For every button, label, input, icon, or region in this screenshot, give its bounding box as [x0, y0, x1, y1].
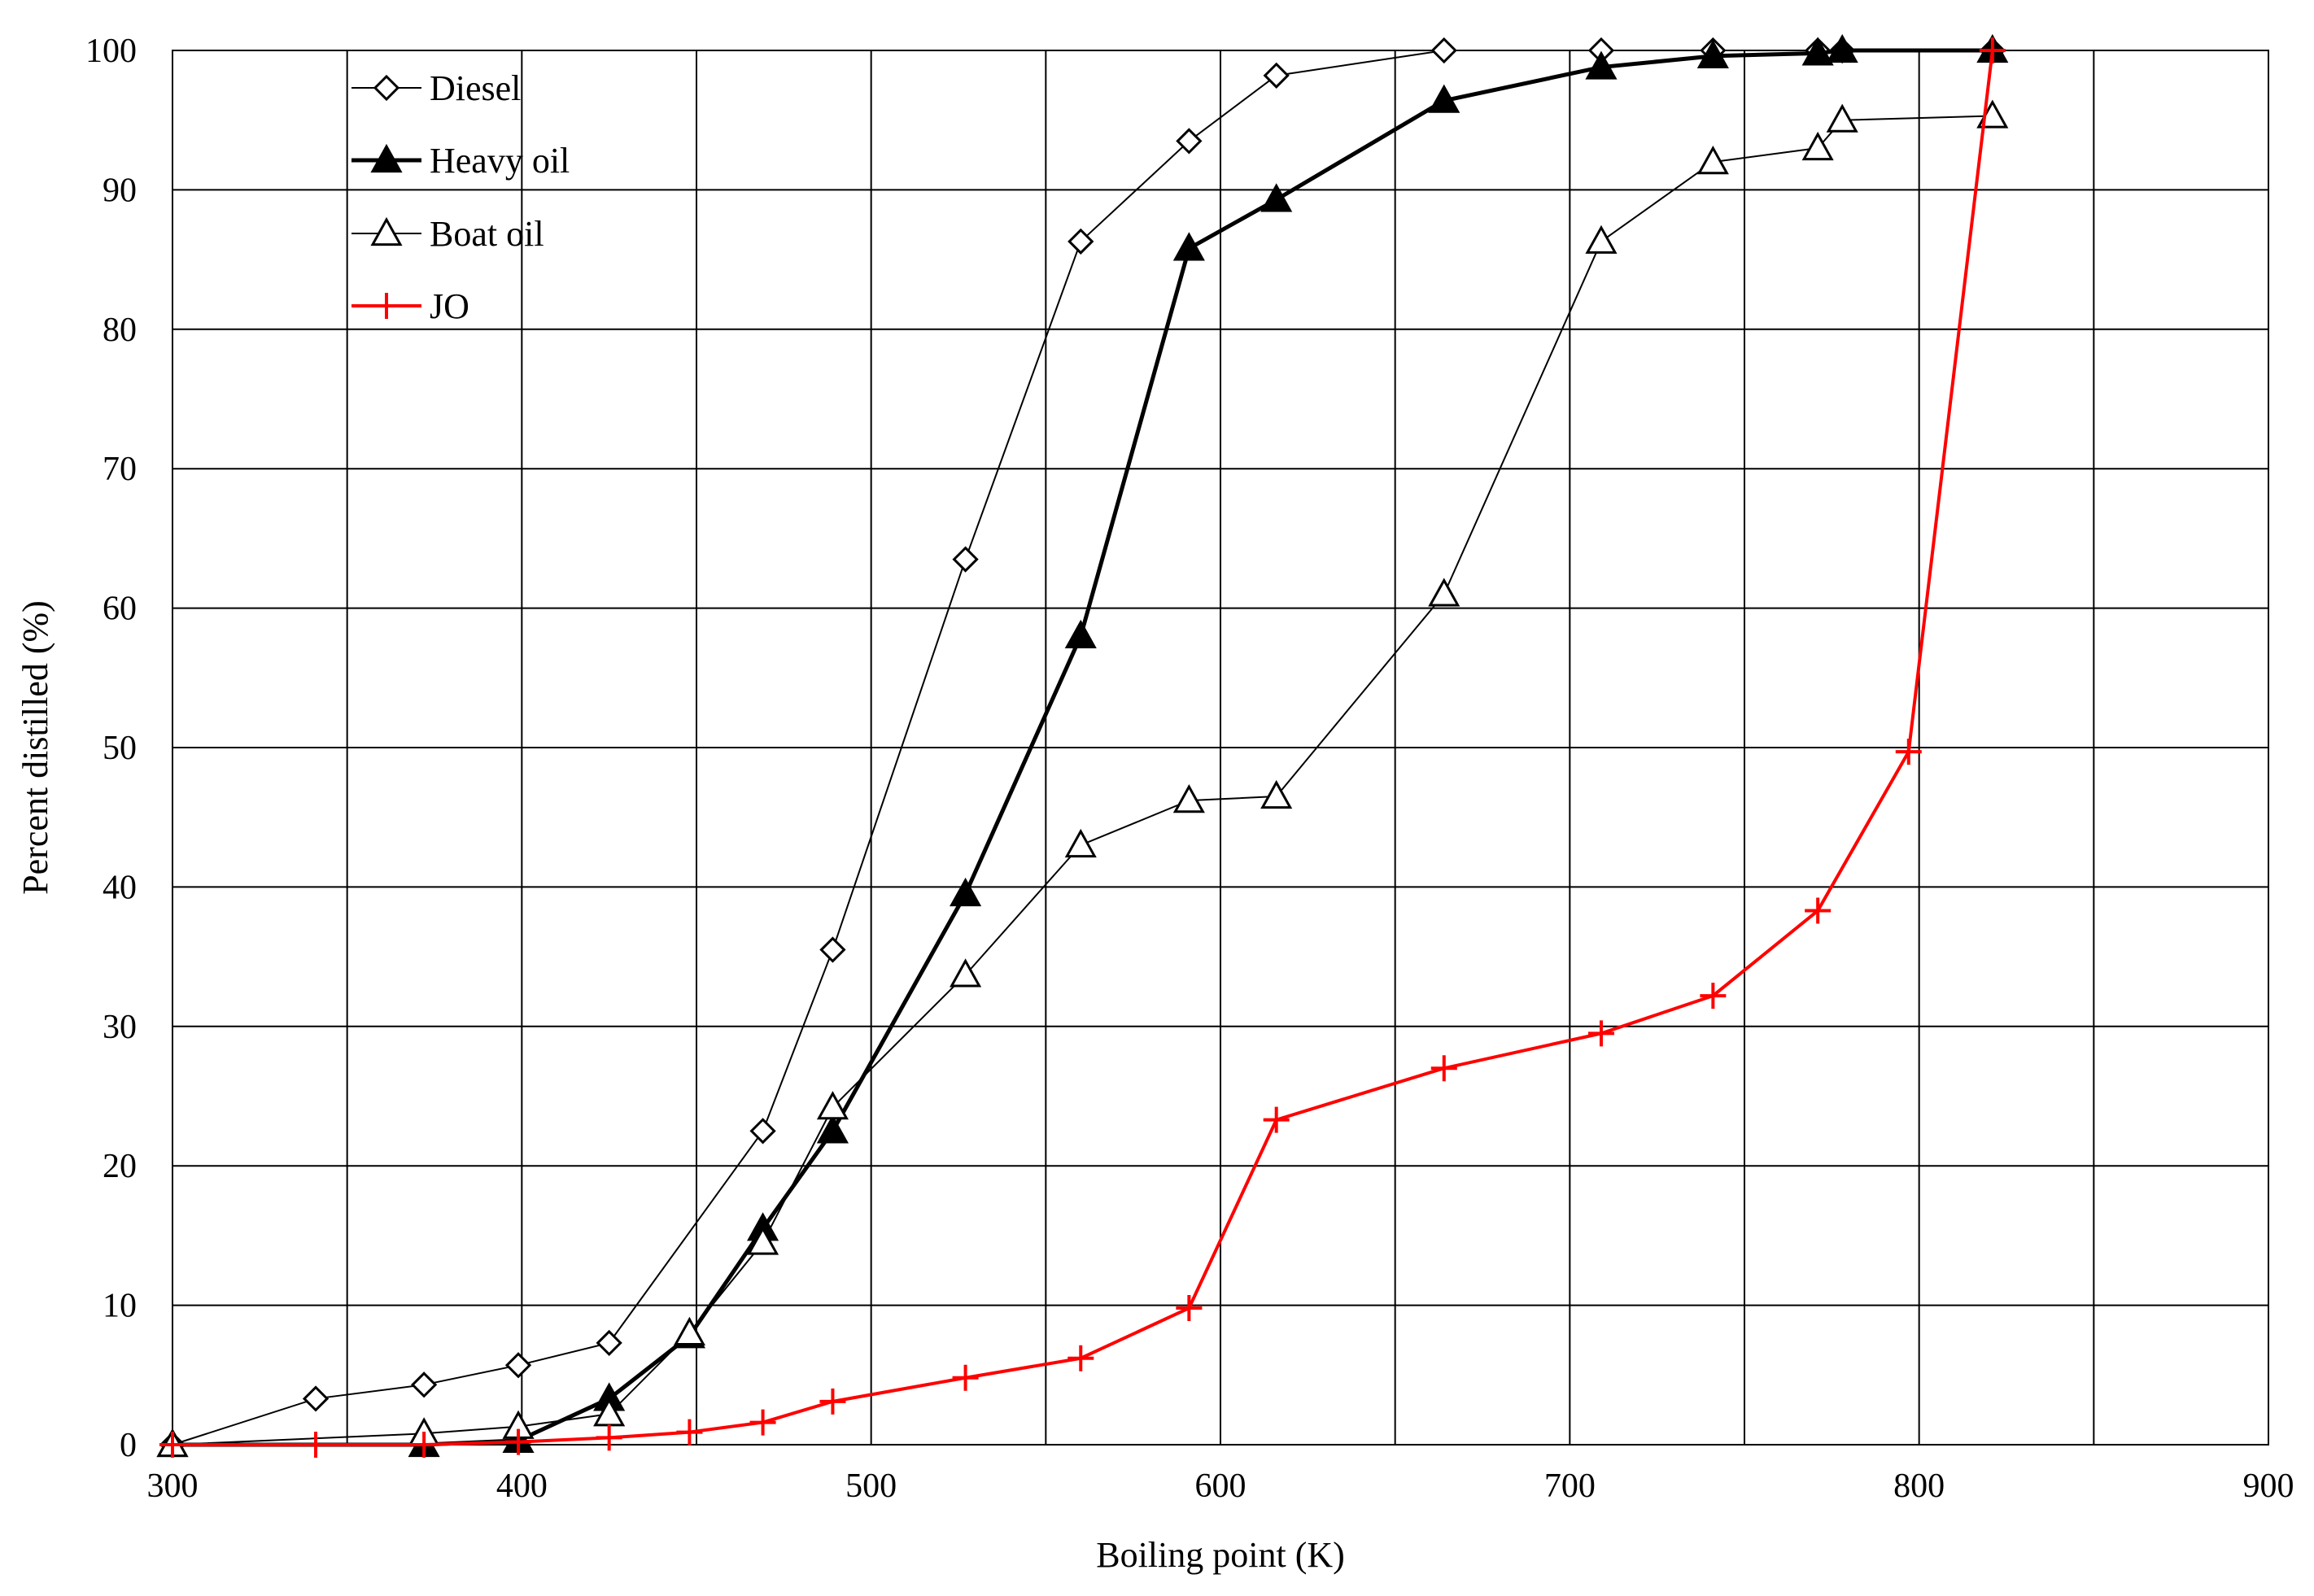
y-tick-label: 80 [103, 312, 137, 349]
x-tick-label: 600 [1195, 1467, 1247, 1505]
data-point [673, 1316, 705, 1345]
data-point [505, 1428, 532, 1455]
y-tick-label: 70 [103, 451, 137, 488]
data-point [504, 1352, 532, 1379]
data-point [1428, 84, 1460, 113]
data-point [1176, 128, 1203, 155]
data-point [1979, 37, 2006, 63]
data-point [411, 1432, 438, 1458]
data-point [747, 1226, 779, 1255]
y-tick-label: 100 [85, 33, 137, 70]
data-point [1895, 739, 1922, 765]
legend-marker [370, 216, 403, 246]
series [156, 33, 2009, 1459]
data-point [159, 1432, 186, 1458]
data-point [1801, 37, 1834, 66]
x-tick-label: 700 [1544, 1467, 1596, 1505]
data-point [1587, 1020, 1614, 1047]
legend-marker [373, 293, 399, 319]
x-tick-label: 500 [845, 1467, 897, 1505]
data-point [952, 546, 979, 573]
data-point [819, 936, 846, 963]
legend-entry: Heavy oil [351, 141, 570, 181]
legend: Diesel Heavy oil Boat oil JO [351, 68, 570, 326]
data-point [1260, 183, 1293, 212]
data-point [1430, 1055, 1457, 1082]
legend-marker [373, 74, 400, 102]
plot-area-frame [172, 50, 2269, 1446]
legend-entry: Boat oil [351, 214, 544, 254]
y-tick-label: 50 [103, 730, 137, 767]
data-point [410, 1371, 438, 1398]
data-point [1696, 146, 1729, 175]
data-point [816, 1091, 849, 1120]
y-tick-label: 0 [120, 1427, 137, 1464]
data-point [1430, 37, 1457, 64]
y-tick-label: 60 [103, 591, 137, 628]
y-tick-label: 40 [103, 869, 137, 906]
legend-entry: JO [351, 286, 469, 326]
data-point [1067, 228, 1094, 255]
legend-label: Heavy oil [430, 141, 570, 181]
data-point [1826, 33, 1858, 63]
x-tick-label: 400 [496, 1467, 548, 1505]
y-tick-label: 10 [103, 1288, 137, 1325]
x-axis-title: Boiling point (K) [1096, 1535, 1345, 1575]
legend-label: JO [430, 286, 469, 326]
data-point [1263, 1106, 1290, 1133]
data-point [596, 1329, 622, 1356]
x-tick-label: 900 [2243, 1467, 2294, 1505]
data-point [1805, 897, 1832, 924]
data-point [1172, 232, 1205, 261]
data-point [596, 1424, 622, 1451]
data-point [302, 1385, 330, 1412]
data-point [950, 958, 982, 988]
data-point [1801, 131, 1834, 161]
y-axis-title: Percent distilled (%) [15, 600, 55, 895]
series-line [172, 50, 1994, 1446]
data-point [303, 1432, 330, 1458]
tick-labels: 300 400 500 600 700 800 900 0 10 20 30 40 50 60 70 80 90… [85, 33, 2294, 1505]
data-point [1428, 578, 1460, 607]
data-point [1064, 619, 1097, 648]
x-tick-label: 800 [1893, 1467, 1945, 1505]
y-tick-label: 90 [103, 172, 137, 209]
data-point [1585, 225, 1618, 254]
data-point [1176, 1295, 1203, 1322]
data-point [1826, 103, 1858, 133]
data-point [1064, 828, 1097, 858]
data-point [676, 1419, 703, 1446]
data-point [1263, 62, 1290, 89]
data-point [1067, 1345, 1094, 1371]
data-point [950, 877, 982, 907]
x-tick-label: 300 [147, 1467, 199, 1505]
data-point [1700, 983, 1727, 1009]
series-jo [159, 37, 2006, 1458]
data-point [1696, 39, 1729, 68]
data-point [1172, 784, 1205, 813]
grid [172, 50, 2268, 1445]
data-point [1260, 779, 1293, 809]
y-tick-label: 20 [103, 1148, 137, 1185]
legend-entry: Diesel [351, 68, 521, 108]
data-point [1585, 50, 1618, 80]
legend-label: Boat oil [430, 214, 544, 254]
data-point [749, 1118, 776, 1145]
data-point [816, 1114, 849, 1144]
legend-label: Diesel [430, 68, 521, 108]
data-point [952, 1364, 979, 1391]
y-tick-label: 30 [103, 1009, 137, 1046]
data-point [819, 1388, 846, 1415]
legend-marker [370, 143, 403, 173]
data-point [749, 1409, 776, 1436]
